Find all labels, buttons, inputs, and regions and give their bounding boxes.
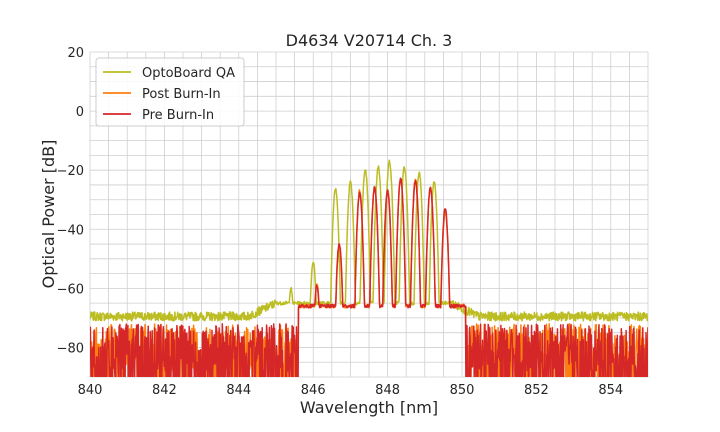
y-tick-label: 0 — [76, 105, 84, 120]
x-tick-label: 852 — [524, 383, 549, 398]
y-axis-label: Optical Power [dB] — [39, 140, 58, 289]
series-line-0 — [90, 159, 648, 322]
x-tick-label: 840 — [78, 383, 103, 398]
chart-title: D4634 V20714 Ch. 3 — [286, 31, 453, 50]
x-tick-labels: 840 842 844 846 848 850 852 854 — [78, 383, 624, 398]
y-tick-label: 20 — [67, 46, 84, 61]
series-line-2 — [90, 177, 648, 377]
x-tick-label: 854 — [598, 383, 623, 398]
legend-label: Pre Burn-In — [142, 108, 214, 123]
legend-label: OptoBoard QA — [142, 66, 235, 81]
x-tick-label: 844 — [226, 383, 251, 398]
legend-label: Post Burn-In — [142, 87, 221, 102]
y-tick-label: −20 — [57, 164, 84, 179]
y-tick-label: −40 — [57, 223, 84, 238]
x-tick-label: 846 — [301, 383, 326, 398]
legend: OptoBoard QA Post Burn-In Pre Burn-In — [95, 57, 245, 127]
legend-box — [95, 57, 245, 127]
x-tick-label: 848 — [375, 383, 400, 398]
y-tick-labels: −80 −60 −40 −20 0 20 — [57, 46, 84, 356]
y-tick-label: −80 — [57, 341, 84, 356]
x-axis-label: Wavelength [nm] — [300, 398, 438, 417]
y-tick-label: −60 — [57, 282, 84, 297]
series-layer — [90, 159, 648, 377]
x-tick-label: 842 — [152, 383, 177, 398]
x-tick-label: 850 — [450, 383, 475, 398]
